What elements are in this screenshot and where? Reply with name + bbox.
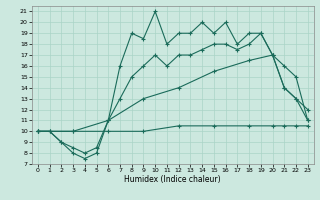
X-axis label: Humidex (Indice chaleur): Humidex (Indice chaleur): [124, 175, 221, 184]
